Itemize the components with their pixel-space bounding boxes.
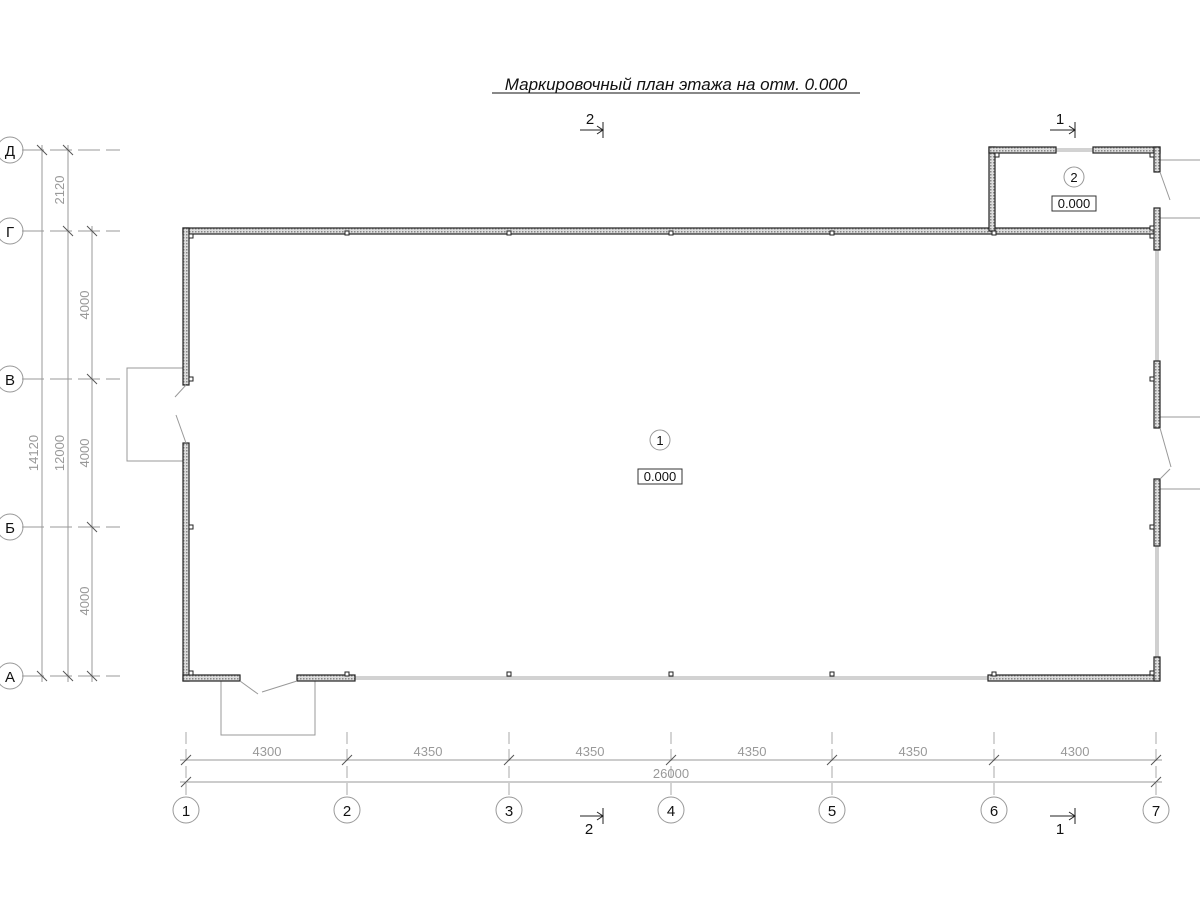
axis-4: 4 bbox=[667, 803, 675, 820]
dim-4000-vb: 4000 bbox=[77, 439, 92, 468]
svg-text:1: 1 bbox=[1056, 821, 1064, 838]
dim-4-5: 4350 bbox=[738, 744, 767, 759]
dim-total: 26000 bbox=[653, 766, 689, 781]
svg-text:2: 2 bbox=[586, 111, 594, 128]
letter-axis-lines bbox=[22, 149, 120, 677]
dim-3-4: 4350 bbox=[576, 744, 605, 759]
arrow-icon bbox=[596, 125, 604, 135]
number-axis-markers: 1 2 3 4 5 6 7 bbox=[172, 796, 1170, 824]
room-level: 0.000 bbox=[644, 469, 677, 484]
axis-g: Г bbox=[6, 224, 14, 241]
axis-7: 7 bbox=[1152, 803, 1160, 820]
dim-5-6: 4350 bbox=[899, 744, 928, 759]
doors bbox=[174, 171, 1172, 695]
left-dimension-lines bbox=[36, 144, 98, 682]
arrow-icon bbox=[596, 811, 604, 821]
room-number: 1 bbox=[656, 433, 663, 448]
section-mark-bottom-right: 1 bbox=[1050, 808, 1076, 838]
porches bbox=[126, 159, 1200, 736]
axis-v: В bbox=[5, 372, 15, 389]
dim-6-7: 4300 bbox=[1061, 744, 1090, 759]
dim-12000: 12000 bbox=[52, 435, 67, 471]
arrow-icon bbox=[1068, 125, 1076, 135]
axis-a: А bbox=[5, 669, 15, 686]
svg-text:2: 2 bbox=[585, 821, 593, 838]
axis-2: 2 bbox=[343, 803, 351, 820]
axis-d: Д bbox=[5, 143, 15, 160]
axis-1: 1 bbox=[182, 803, 190, 820]
axis-3: 3 bbox=[505, 803, 513, 820]
dim-14120: 14120 bbox=[26, 435, 41, 471]
room-1: 1 0.000 bbox=[637, 429, 683, 485]
room-number: 2 bbox=[1070, 170, 1077, 185]
dim-2120: 2120 bbox=[52, 176, 67, 205]
drawing-title: Маркировочный план этажа на отм. 0.000 bbox=[505, 75, 848, 94]
arrow-icon bbox=[1068, 811, 1076, 821]
dim-2-3: 4350 bbox=[414, 744, 443, 759]
section-mark-top-right: 1 bbox=[1050, 111, 1076, 138]
columns bbox=[188, 152, 1155, 677]
bottom-dimension-texts: 4300 4350 4350 4350 4350 4300 26000 bbox=[253, 744, 1090, 781]
room-level: 0.000 bbox=[1058, 196, 1091, 211]
room-2: 2 0.000 bbox=[1051, 166, 1097, 212]
axis-6: 6 bbox=[990, 803, 998, 820]
svg-text:1: 1 bbox=[1056, 111, 1064, 128]
dim-1-2: 4300 bbox=[253, 744, 282, 759]
section-mark-top-left: 2 bbox=[580, 111, 604, 138]
axis-b: Б bbox=[5, 520, 15, 537]
letter-axis-markers: Д Г В Б А bbox=[0, 136, 24, 690]
dim-4000-gv: 4000 bbox=[77, 291, 92, 320]
section-mark-bottom-left: 2 bbox=[580, 808, 604, 838]
left-dimension-texts: 2120 4000 4000 4000 12000 14120 bbox=[26, 176, 92, 616]
dim-4000-ba: 4000 bbox=[77, 587, 92, 616]
windows bbox=[355, 148, 1159, 680]
bottom-dimension-lines bbox=[180, 732, 1162, 797]
axis-5: 5 bbox=[828, 803, 836, 820]
walls bbox=[182, 146, 1161, 682]
